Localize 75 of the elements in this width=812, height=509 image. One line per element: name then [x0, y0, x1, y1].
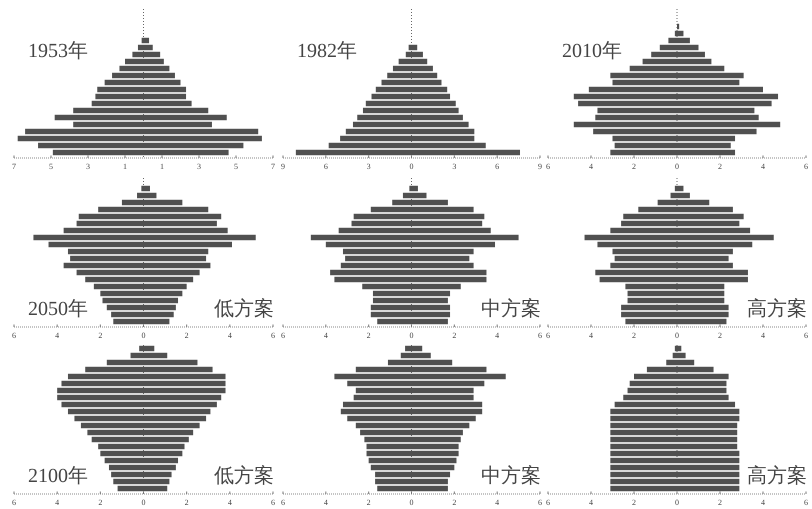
- x-tick-label: 7: [12, 162, 16, 171]
- x-tick-label: 2: [632, 498, 636, 507]
- x-tick-label: 6: [804, 498, 808, 507]
- x-tick-label: 4: [55, 331, 60, 340]
- x-tick-label: 4: [761, 498, 765, 507]
- x-tick-label: 1: [123, 162, 127, 171]
- text: 中方案: [481, 464, 541, 487]
- x-tick-label: 3: [86, 162, 90, 171]
- text: 2100年: [28, 465, 88, 487]
- x-tick-label: 4: [761, 331, 765, 340]
- text: 1982年: [297, 40, 357, 62]
- x-tick-label: 0: [410, 331, 414, 340]
- x-tick-label: 9: [538, 162, 542, 171]
- text: 1953年: [28, 40, 88, 62]
- x-tick-label: 4: [228, 331, 232, 340]
- x-tick-label: 2: [452, 331, 456, 340]
- x-tick-label: 3: [366, 162, 371, 171]
- x-tick-label: 7: [271, 162, 275, 171]
- x-tick-label: 5: [49, 162, 53, 171]
- x-tick-label: 6: [538, 498, 542, 507]
- x-tick-label: 0: [142, 498, 146, 507]
- x-tick-label: 3: [197, 162, 201, 171]
- x-tick-label: 4: [495, 498, 500, 507]
- x-tick-label: 2: [366, 498, 371, 507]
- text: 低方案: [214, 297, 274, 320]
- x-tick-label: 4: [324, 498, 328, 507]
- x-tick-label: 6: [804, 162, 808, 171]
- x-tick-label: 6: [281, 331, 285, 340]
- x-tick-label: 2: [184, 331, 189, 340]
- x-tick-label: 2: [184, 498, 189, 507]
- x-tick-label: 0: [675, 498, 679, 507]
- x-tick-label: 6: [12, 331, 16, 340]
- x-tick-label: 2: [366, 331, 371, 340]
- x-tick-label: 6: [495, 162, 500, 171]
- x-tick-label: 0: [410, 162, 414, 171]
- text: 中方案: [481, 297, 541, 320]
- x-tick-label: 0: [675, 162, 679, 171]
- x-tick-label: 6: [804, 331, 808, 340]
- x-tick-label: 6: [546, 331, 550, 340]
- x-tick-label: 5: [234, 162, 238, 171]
- x-tick-label: 2: [718, 331, 722, 340]
- text: 2010年: [562, 40, 622, 62]
- x-tick-label: 4: [324, 331, 328, 340]
- x-tick-label: 2: [98, 498, 102, 507]
- text: 高方案: [747, 297, 807, 320]
- text: 2050年: [28, 298, 88, 320]
- x-tick-label: 1: [160, 162, 164, 171]
- x-tick-label: 2: [632, 162, 636, 171]
- x-tick-label: 4: [495, 331, 500, 340]
- text: 低方案: [214, 464, 274, 487]
- x-tick-label: 4: [589, 331, 593, 340]
- x-tick-label: 0: [675, 331, 679, 340]
- x-tick-label: 6: [324, 162, 328, 171]
- x-tick-label: 2: [632, 331, 636, 340]
- x-tick-label: 3: [452, 162, 456, 171]
- x-tick-label: 6: [12, 498, 16, 507]
- x-tick-label: 4: [55, 498, 60, 507]
- x-tick-label: 6: [271, 498, 275, 507]
- x-tick-label: 9: [281, 162, 285, 171]
- x-tick-label: 0: [142, 331, 146, 340]
- x-tick-label: 4: [228, 498, 232, 507]
- x-tick-label: 2: [98, 331, 102, 340]
- x-tick-label: 4: [589, 498, 593, 507]
- x-tick-label: 6: [546, 162, 550, 171]
- x-tick-label: 6: [546, 498, 550, 507]
- x-tick-label: 6: [538, 331, 542, 340]
- x-tick-label: 4: [589, 162, 593, 171]
- x-tick-label: 0: [410, 498, 414, 507]
- x-tick-label: 2: [718, 498, 722, 507]
- x-tick-label: 6: [271, 331, 275, 340]
- x-tick-label: 2: [718, 162, 722, 171]
- text: 高方案: [747, 464, 807, 487]
- x-tick-label: 4: [761, 162, 765, 171]
- x-tick-label: 2: [452, 498, 456, 507]
- x-tick-label: 6: [281, 498, 285, 507]
